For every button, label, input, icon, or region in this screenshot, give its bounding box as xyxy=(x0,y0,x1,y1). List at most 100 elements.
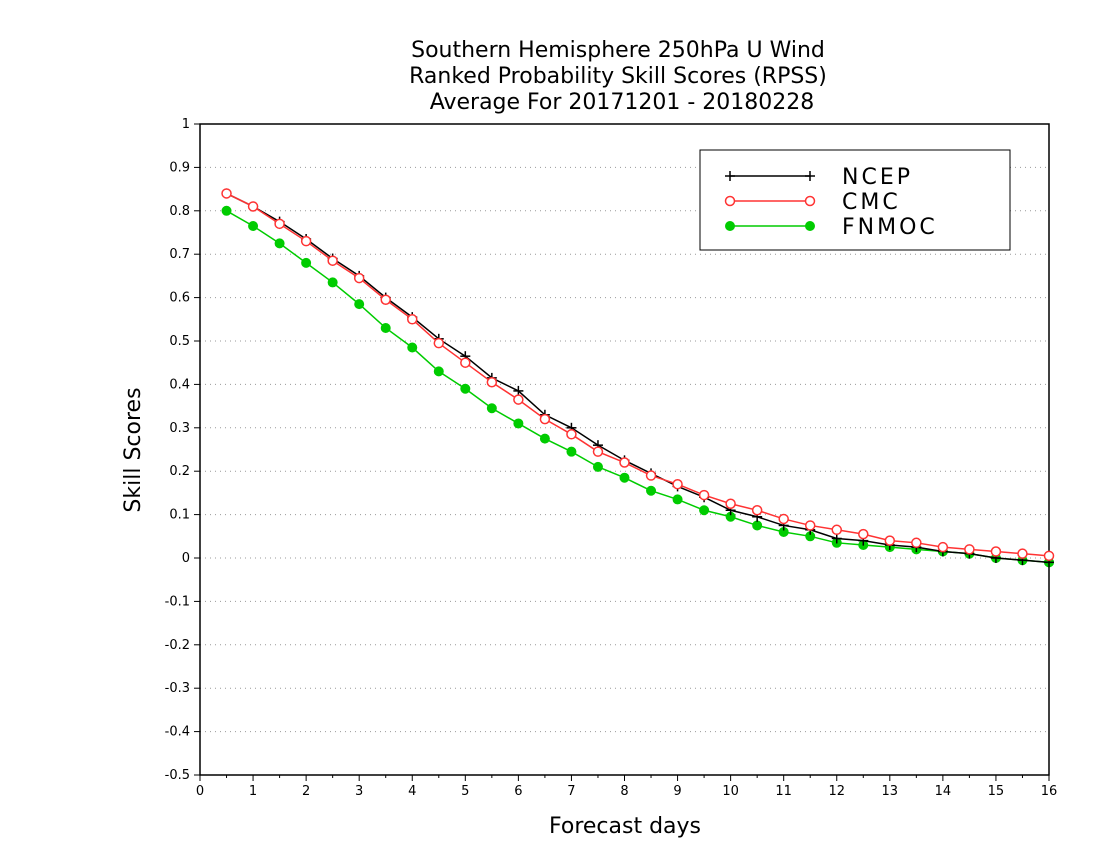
data-point-cmc xyxy=(433,337,445,349)
chart-title-line-2: Ranked Probability Skill Scores (RPSS) xyxy=(409,64,827,89)
x-tick-label: 10 xyxy=(722,784,739,799)
data-point-cmc xyxy=(804,520,816,531)
data-point-fnmoc xyxy=(699,505,710,516)
legend-label-cmc: CMC xyxy=(842,190,901,215)
data-point-cmc xyxy=(380,294,391,306)
data-point-cmc xyxy=(460,357,471,368)
data-point-cmc xyxy=(937,541,949,553)
data-point-fnmoc xyxy=(221,205,232,216)
x-tick-label: 2 xyxy=(302,784,310,799)
legend-marker-cmc xyxy=(724,195,736,207)
legend-item-ncep: NCEP xyxy=(725,165,913,190)
data-point-fnmoc xyxy=(539,433,550,444)
y-tick-label: 0.9 xyxy=(169,160,190,175)
x-tick-label: 7 xyxy=(567,784,575,799)
data-point-cmc xyxy=(566,429,577,440)
data-point-cmc xyxy=(911,537,922,549)
data-point-cmc xyxy=(353,272,365,284)
data-point-cmc xyxy=(274,218,285,230)
legend-marker-fnmoc xyxy=(725,221,735,231)
data-point-cmc xyxy=(990,546,1002,557)
data-point-ncep xyxy=(831,533,842,544)
chart-title-line-3: Average For 20171201 - 20180228 xyxy=(430,90,815,115)
chart-title: Southern Hemisphere 250hPa U Wind Ranked… xyxy=(409,38,827,115)
y-tick-label: 0 xyxy=(182,551,190,566)
data-point-cmc xyxy=(1017,548,1028,559)
x-tick-label: 8 xyxy=(620,784,628,799)
data-point-cmc xyxy=(619,457,630,468)
x-tick-label: 1 xyxy=(249,784,257,799)
data-point-cmc xyxy=(884,535,896,546)
series-cmc xyxy=(221,188,1055,562)
x-axis-label: Forecast days xyxy=(549,814,701,839)
data-point-cmc xyxy=(247,201,259,212)
data-point-cmc xyxy=(539,413,551,425)
series-layer xyxy=(221,188,1055,568)
y-axis-ticks: -0.5 -0.4 -0.3 -0.2 -0.1 0 0.1 0.2 0.3 0.4 0.5 0.6 0… xyxy=(165,117,200,783)
data-point-cmc xyxy=(725,498,736,509)
data-point-fnmoc xyxy=(752,520,763,531)
series-fnmoc xyxy=(221,205,1054,568)
legend-item-fnmoc: FNMOC xyxy=(725,215,938,240)
y-tick-label: 0.1 xyxy=(169,508,190,523)
grid-lines xyxy=(200,166,1049,733)
data-point-cmc xyxy=(858,528,869,540)
legend-label-fnmoc: FNMOC xyxy=(842,215,938,240)
data-point-fnmoc xyxy=(327,277,338,288)
data-point-fnmoc xyxy=(619,472,630,483)
data-point-cmc xyxy=(407,314,418,325)
x-tick-label: 14 xyxy=(935,784,952,799)
y-tick-label: 0.4 xyxy=(169,377,190,392)
data-point-fnmoc xyxy=(513,418,524,429)
data-point-fnmoc xyxy=(460,383,471,394)
data-point-cmc xyxy=(513,394,524,405)
series-line-fnmoc xyxy=(226,210,1050,564)
y-tick-label: 1 xyxy=(182,117,190,132)
data-point-cmc xyxy=(300,235,312,247)
x-tick-label: 13 xyxy=(882,784,899,799)
data-point-fnmoc xyxy=(248,220,259,231)
y-tick-label: 0.2 xyxy=(169,464,190,479)
data-point-fnmoc xyxy=(566,446,577,457)
x-tick-label: 5 xyxy=(461,784,469,799)
data-point-cmc xyxy=(645,470,657,481)
data-point-fnmoc xyxy=(646,485,657,496)
data-point-cmc xyxy=(221,188,232,199)
legend-marker-ncep xyxy=(725,171,735,181)
legend-item-cmc: CMC xyxy=(724,190,901,215)
y-tick-label: 0.7 xyxy=(169,247,190,262)
legend-box xyxy=(699,149,1011,251)
x-tick-label: 12 xyxy=(828,784,845,799)
data-point-cmc xyxy=(698,489,710,501)
legend-marker-cmc xyxy=(804,195,816,207)
x-tick-label: 4 xyxy=(408,784,416,799)
y-axis-label: Skill Scores xyxy=(121,387,146,512)
data-point-fnmoc xyxy=(407,342,418,353)
chart-title-line-1: Southern Hemisphere 250hPa U Wind xyxy=(411,38,825,63)
data-point-ncep xyxy=(513,385,524,396)
data-point-cmc xyxy=(964,544,975,555)
x-tick-label: 15 xyxy=(988,784,1005,799)
y-tick-label: 0.5 xyxy=(169,334,190,349)
y-tick-label: -0.3 xyxy=(165,681,190,696)
x-axis-ticks: 0 1 2 3 4 5 6 7 8 9 10 11 12 13 14 15 16 xyxy=(196,775,1057,799)
y-tick-label: -0.2 xyxy=(165,638,190,653)
x-tick-label: 16 xyxy=(1041,784,1058,799)
y-tick-label: -0.1 xyxy=(165,594,190,609)
y-tick-label: -0.4 xyxy=(165,725,190,740)
data-point-fnmoc xyxy=(354,299,365,310)
legend-marker-fnmoc xyxy=(805,221,815,231)
x-tick-label: 6 xyxy=(514,784,522,799)
data-point-fnmoc xyxy=(592,461,603,472)
y-tick-label: 0.8 xyxy=(169,204,190,219)
data-point-cmc xyxy=(327,255,338,266)
data-point-fnmoc xyxy=(672,494,683,505)
legend-label-ncep: NCEP xyxy=(842,165,913,190)
legend-marker-ncep xyxy=(805,171,815,181)
data-point-fnmoc xyxy=(486,403,497,414)
data-point-cmc xyxy=(831,524,842,536)
data-point-fnmoc xyxy=(380,322,391,333)
y-tick-label: 0.3 xyxy=(169,421,190,436)
